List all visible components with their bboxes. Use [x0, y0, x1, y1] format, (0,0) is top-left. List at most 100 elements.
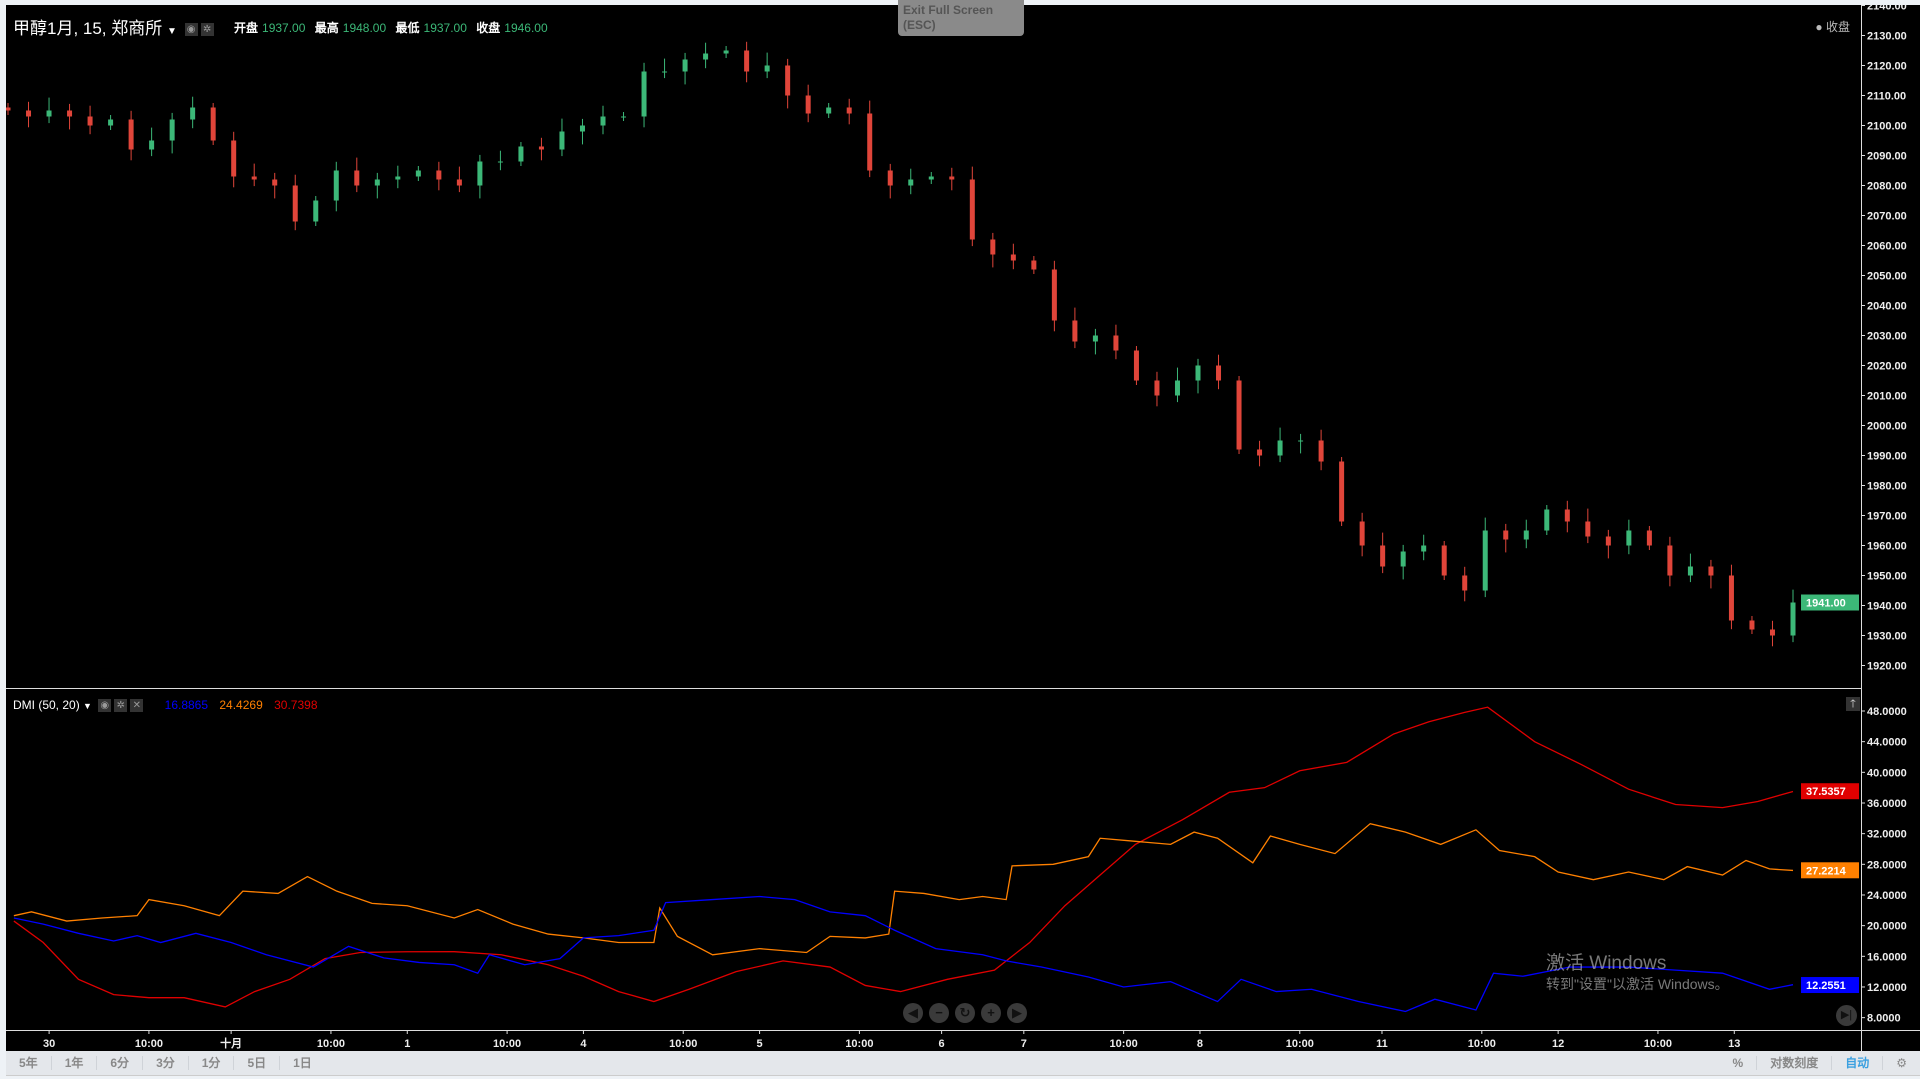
time-tick-label: 5: [757, 1038, 763, 1050]
candle-body: [1031, 260, 1037, 270]
gear-icon[interactable]: ✲: [200, 23, 214, 37]
candle-body: [600, 116, 606, 126]
exit-fullscreen-label: Exit Full Screen: [903, 3, 994, 17]
dmi-tick-label: 28.0000: [1867, 859, 1907, 871]
candle-body: [46, 110, 52, 117]
candle-body: [703, 53, 709, 60]
chevron-down-icon[interactable]: ▼: [83, 701, 92, 711]
price-tick-label: 2030.00: [1867, 331, 1907, 343]
dmi-name[interactable]: DMI (50, 20): [13, 698, 80, 712]
time-tick-label: 13: [1728, 1038, 1740, 1050]
candle-body: [354, 170, 360, 186]
range-1d-button[interactable]: 1日: [293, 1056, 312, 1070]
close-label: 收盘: [476, 21, 501, 35]
time-tick-label: 10:00: [317, 1038, 345, 1050]
chevron-down-icon[interactable]: ▼: [167, 26, 177, 37]
candle-body: [333, 170, 339, 201]
chart-canvas[interactable]: 2140.00 2130.00 2120.00 2110.00 2100.00 2090.…: [6, 5, 1920, 1051]
candle-body: [887, 170, 893, 186]
range-5y-button[interactable]: 5年: [6, 1056, 52, 1070]
candle-body: [1318, 440, 1324, 462]
activation-watermark-title: 激活 Windows: [1546, 953, 1667, 974]
eye-icon[interactable]: ◉: [98, 699, 112, 713]
candle-body: [1687, 566, 1693, 576]
settings-gear-icon[interactable]: ⚙: [1896, 1056, 1907, 1070]
time-tick-label: 7: [1021, 1038, 1027, 1050]
dmi-tick-label: 36.0000: [1867, 798, 1907, 810]
gear-icon[interactable]: ✲: [114, 699, 128, 713]
auto-scale-button[interactable]: 自动: [1832, 1056, 1884, 1070]
dmi-legend[interactable]: DMI (50, 20) ▼ ◉ ✲ ✕ 16.8865 24.4269 30.73…: [13, 698, 318, 713]
chart-area[interactable]: 2140.00 2130.00 2120.00 2110.00 2100.00 2090.…: [6, 5, 1920, 1051]
dmi-last-badge: [1801, 977, 1859, 994]
price-tick-label: 1940.00: [1867, 601, 1907, 613]
candle-body: [149, 140, 155, 150]
scroll-right-icon[interactable]: ▶: [1007, 1003, 1027, 1023]
candle-body: [1544, 509, 1550, 531]
candle-body: [169, 119, 175, 141]
candle-body: [1728, 575, 1734, 621]
dmi-plus-di-value: 16.8865: [164, 698, 209, 712]
time-tick-label: 10:00: [845, 1038, 873, 1050]
close-icon[interactable]: ✕: [130, 699, 144, 713]
exit-fullscreen-button[interactable]: Exit Full Screen (ESC): [898, 0, 1024, 36]
price-tick-label: 2010.00: [1867, 391, 1907, 403]
dmi-line-adx: [13, 706, 1794, 1008]
range-1m-button[interactable]: 1分: [189, 1056, 235, 1070]
candle-body: [1708, 566, 1714, 576]
dmi-minus-di-value: 24.4269: [219, 698, 263, 712]
candle-body: [990, 239, 996, 255]
candle-body: [497, 161, 503, 163]
price-tick-label: 2110.00: [1867, 91, 1906, 103]
price-tick-label: 1970.00: [1867, 511, 1907, 523]
scroll-left-icon[interactable]: ◀: [903, 1003, 923, 1023]
percent-scale-button[interactable]: %: [1720, 1056, 1758, 1070]
candle-body: [1400, 551, 1406, 567]
candle-body: [1441, 545, 1447, 576]
high-value: 1948.00: [342, 21, 387, 35]
dmi-last-label: 27.2214: [1806, 865, 1847, 877]
candle-body: [374, 179, 380, 186]
price-tick-label: 2130.00: [1867, 31, 1907, 43]
maximize-pane-icon[interactable]: 🡑: [1846, 697, 1860, 711]
price-tick-label: 2060.00: [1867, 241, 1907, 253]
close-value: 1946.00: [504, 21, 548, 35]
zoom-in-icon[interactable]: +: [981, 1003, 1001, 1023]
dmi-tick-label: 48.0000: [1867, 706, 1907, 718]
range-1y-button[interactable]: 1年: [52, 1056, 98, 1070]
candle-body: [538, 146, 544, 150]
zoom-out-icon[interactable]: −: [929, 1003, 949, 1023]
price-tick-label: 2050.00: [1867, 271, 1907, 283]
candle-body: [1482, 530, 1488, 591]
time-tick-label: 6: [939, 1038, 945, 1050]
reset-icon[interactable]: ↻: [955, 1003, 975, 1023]
candle-body: [908, 179, 914, 186]
candle-body: [1749, 620, 1755, 630]
open-value: 1937.00: [262, 21, 306, 35]
range-5d-button[interactable]: 5日: [234, 1056, 281, 1070]
dmi-tick-label: 20.0000: [1867, 921, 1907, 933]
candle-body: [395, 176, 401, 180]
candle-body: [805, 95, 811, 114]
symbol-title[interactable]: 甲醇1月, 15, 郑商所 ▼ ◉ ✲: [13, 14, 214, 39]
candle-body: [1790, 602, 1796, 636]
dmi-tick-label: 16.0000: [1867, 951, 1907, 963]
time-tick-label: 4: [580, 1038, 587, 1050]
candle-body: [251, 176, 257, 180]
scroll-to-end-icon[interactable]: ▶|: [1836, 1005, 1857, 1026]
candle-body: [190, 107, 196, 120]
candle-body: [1380, 545, 1386, 567]
time-tick-label: 10:00: [493, 1038, 521, 1050]
eye-icon[interactable]: ◉: [184, 23, 198, 37]
price-tick-label: 2090.00: [1867, 151, 1907, 163]
dmi-last-badge: [1801, 862, 1859, 879]
candle-body: [1277, 440, 1283, 456]
log-scale-button[interactable]: 对数刻度: [1757, 1056, 1833, 1070]
range-3m-button[interactable]: 3分: [143, 1056, 189, 1070]
candle-body: [231, 140, 237, 177]
candle-body: [1154, 380, 1160, 396]
last-price-badge: [1801, 594, 1859, 611]
range-6m-button[interactable]: 6分: [97, 1056, 144, 1070]
candle-body: [1174, 380, 1180, 396]
price-tick-label: 1990.00: [1867, 451, 1907, 463]
